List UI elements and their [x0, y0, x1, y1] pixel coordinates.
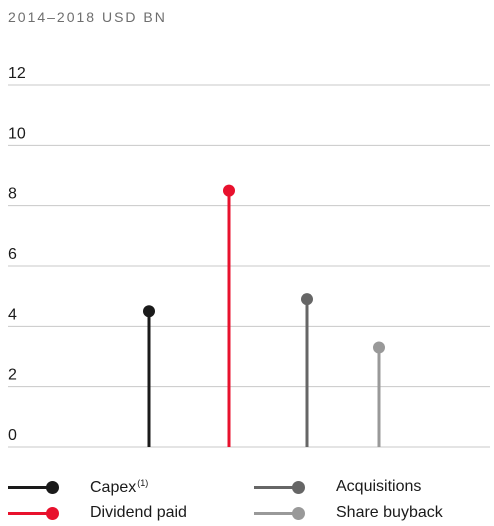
data-marks: [143, 184, 385, 447]
point-dividend-paid: [223, 184, 235, 197]
legend-swatch-acquisitions: [254, 474, 312, 500]
lollipop-chart: 0 2 4 6 8 10 12: [8, 65, 490, 448]
chart-subtitle: 2014–2018 USD BN: [8, 9, 167, 25]
y-tick-label-12: 12: [8, 65, 26, 82]
legend-label-dividend-paid: Dividend paid: [90, 504, 187, 521]
y-tick-label-8: 8: [8, 186, 17, 203]
gridlines: [8, 84, 490, 448]
point-share-buyback: [373, 341, 385, 354]
legend-dot-acquisitions: [292, 481, 305, 494]
legend-label-acquisitions: Acquisitions: [336, 478, 422, 495]
legend-line-dividend-paid: [8, 512, 54, 515]
y-tick-label-6: 6: [8, 246, 17, 263]
y-tick-labels: 0 2 4 6 8 10 12: [8, 65, 26, 444]
y-tick-label-4: 4: [8, 306, 17, 323]
point-capex: [143, 305, 155, 318]
legend-swatch-dividend-paid: [8, 500, 66, 526]
legend-swatch-share-buyback: [254, 500, 312, 526]
legend-item-dividend-paid: Dividend paid: [8, 500, 187, 526]
legend-line-acquisitions: [254, 486, 300, 489]
legend: Capex(1) Dividend paid Acquisitions Shar…: [8, 474, 488, 526]
legend-line-share-buyback: [254, 512, 300, 515]
legend-item-acquisitions: Acquisitions: [254, 474, 421, 500]
legend-item-capex: Capex(1): [8, 474, 148, 500]
legend-swatch-capex: [8, 474, 66, 500]
y-tick-label-2: 2: [8, 367, 17, 384]
y-tick-label-0: 0: [8, 427, 17, 444]
legend-dot-dividend-paid: [46, 507, 59, 520]
point-acquisitions: [301, 293, 313, 306]
legend-item-share-buyback: Share buyback: [254, 500, 443, 526]
y-tick-label-10: 10: [8, 125, 26, 142]
legend-dot-share-buyback: [292, 507, 305, 520]
legend-dot-capex: [46, 481, 59, 494]
legend-line-capex: [8, 486, 54, 489]
legend-label-capex: Capex(1): [90, 477, 149, 496]
legend-label-share-buyback: Share buyback: [336, 504, 443, 521]
